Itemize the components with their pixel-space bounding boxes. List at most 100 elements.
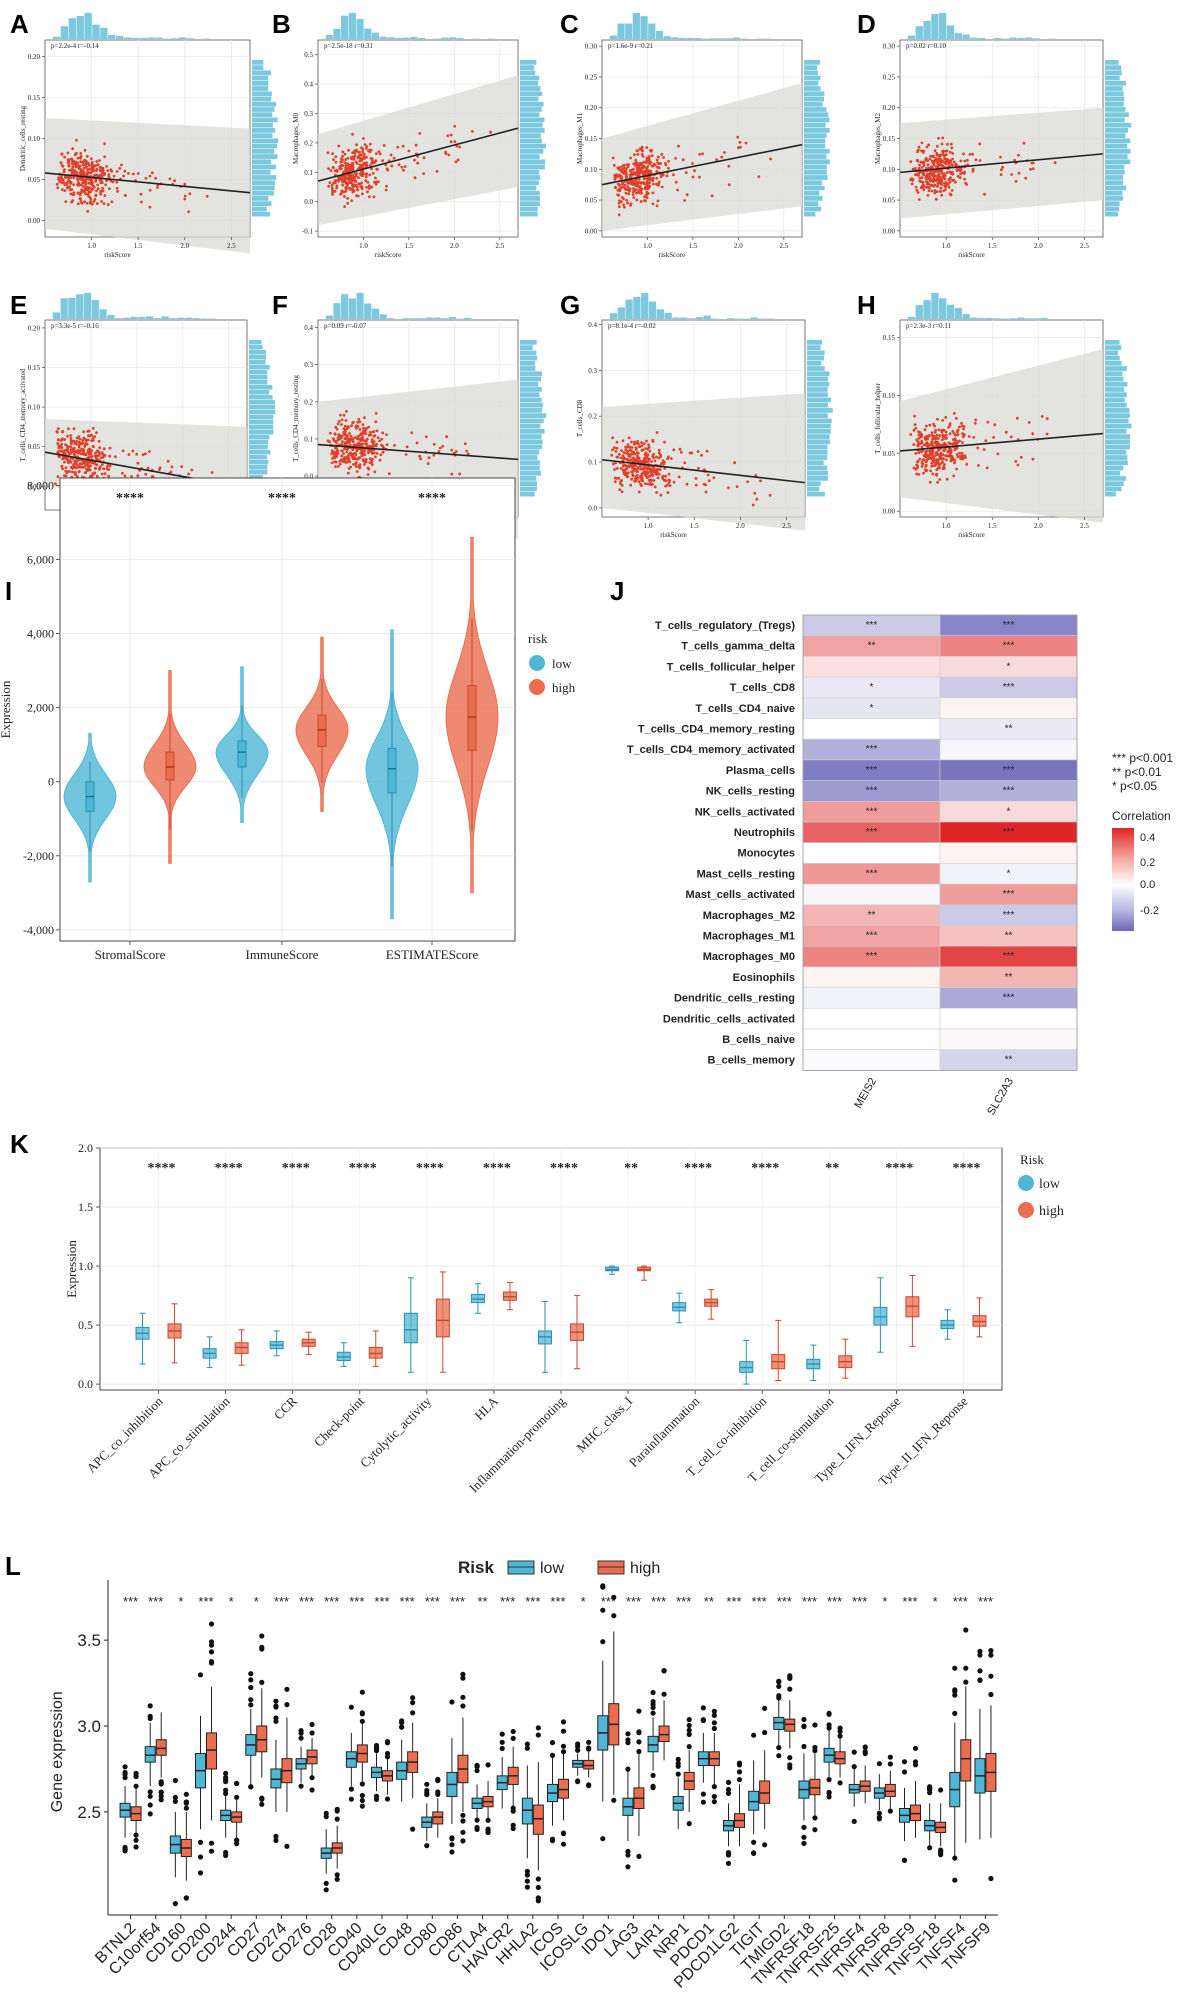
data-point <box>638 191 641 195</box>
data-point <box>342 430 346 434</box>
outlier-point <box>208 1848 215 1854</box>
data-point <box>385 167 389 171</box>
data-point <box>349 166 353 170</box>
marginal-bar <box>641 293 649 319</box>
data-point <box>94 451 97 455</box>
outlier-point <box>762 1842 768 1848</box>
data-point <box>916 464 920 468</box>
outlier-point <box>158 1789 164 1795</box>
data-point <box>610 453 614 457</box>
data-point <box>96 449 99 453</box>
y-tick-label: 0.2 <box>588 413 597 421</box>
x-tick-label: 1.0 <box>87 242 96 250</box>
significance-stars: ** <box>478 1594 488 1609</box>
data-point <box>344 187 348 191</box>
data-point <box>1000 168 1003 172</box>
data-point <box>954 417 958 420</box>
data-point <box>454 450 458 453</box>
marginal-bar <box>672 317 680 319</box>
data-point <box>120 163 123 167</box>
data-point <box>937 136 940 140</box>
box-low <box>403 1312 418 1344</box>
heatmap-star: ** <box>1005 931 1013 942</box>
heatmap-row-label: Neutrophils <box>734 827 795 839</box>
marginal-bar <box>520 345 533 350</box>
marginal-bar <box>678 37 687 39</box>
data-point <box>974 418 978 422</box>
data-point <box>982 448 986 451</box>
marginal-bar <box>1105 413 1130 418</box>
data-point <box>101 189 105 193</box>
heatmap-star: *** <box>866 806 878 817</box>
data-point <box>136 172 140 175</box>
heatmap-star: *** <box>1003 910 1015 921</box>
outlier-point <box>259 1801 265 1807</box>
data-point <box>89 197 93 201</box>
data-point <box>166 459 170 463</box>
outlier-point <box>273 1698 279 1704</box>
data-point <box>57 446 61 450</box>
outlier-point <box>208 1621 215 1627</box>
data-point <box>647 161 651 165</box>
data-point <box>86 462 90 465</box>
data-point <box>341 150 345 154</box>
x-tick-label: Check-point <box>311 1393 367 1449</box>
data-point <box>95 202 99 205</box>
y-tick-label: 0.05 <box>585 197 598 205</box>
data-point <box>685 482 689 486</box>
heatmap-row-label: Macrophages_M2 <box>703 910 795 922</box>
data-point <box>956 433 960 437</box>
heatmap-star: *** <box>1003 827 1015 838</box>
data-point <box>131 449 135 453</box>
data-point <box>704 483 708 487</box>
data-point <box>64 474 68 478</box>
outlier-point <box>700 1791 706 1797</box>
marginal-bar <box>394 37 403 39</box>
y-tick-label: 3.0 <box>77 1717 101 1736</box>
data-point <box>123 474 127 478</box>
data-point <box>401 144 405 148</box>
data-point <box>992 436 995 439</box>
marginal-bar <box>520 138 542 144</box>
data-point <box>69 451 72 455</box>
marginal-bar <box>633 296 641 319</box>
marginal-bar <box>939 13 947 39</box>
data-point <box>63 189 67 193</box>
significance-stars: *** <box>953 1594 968 1609</box>
data-point <box>623 166 626 170</box>
data-point <box>626 449 630 453</box>
data-point <box>326 151 330 155</box>
data-point <box>632 183 636 186</box>
data-point <box>935 436 939 440</box>
data-point <box>916 159 920 163</box>
marginal-bar <box>520 360 536 366</box>
data-point <box>615 446 619 450</box>
marginal-bar <box>249 380 268 385</box>
data-point <box>376 436 380 440</box>
data-point <box>354 174 358 178</box>
outlier-point <box>776 1679 782 1685</box>
data-point <box>71 165 75 169</box>
data-point <box>616 166 620 170</box>
data-point <box>916 191 920 194</box>
data-point <box>993 423 997 427</box>
box-high <box>583 1759 595 1770</box>
data-point <box>616 188 620 192</box>
heatmap-star: *** <box>1003 620 1015 631</box>
data-point <box>952 412 956 415</box>
data-point <box>489 130 492 134</box>
data-point <box>934 454 937 457</box>
significance-stars: *** <box>123 1594 138 1609</box>
data-point <box>452 451 456 455</box>
data-point <box>1010 173 1014 176</box>
data-point <box>79 197 82 201</box>
y-tick-label: 0.3 <box>304 361 313 369</box>
marginal-bar <box>687 318 696 319</box>
data-point <box>955 467 959 471</box>
outlier-point <box>535 1732 541 1738</box>
data-point <box>78 437 82 441</box>
data-point <box>943 154 946 158</box>
trend-line <box>317 443 519 461</box>
data-point <box>360 185 364 189</box>
outlier-point <box>725 1790 732 1796</box>
